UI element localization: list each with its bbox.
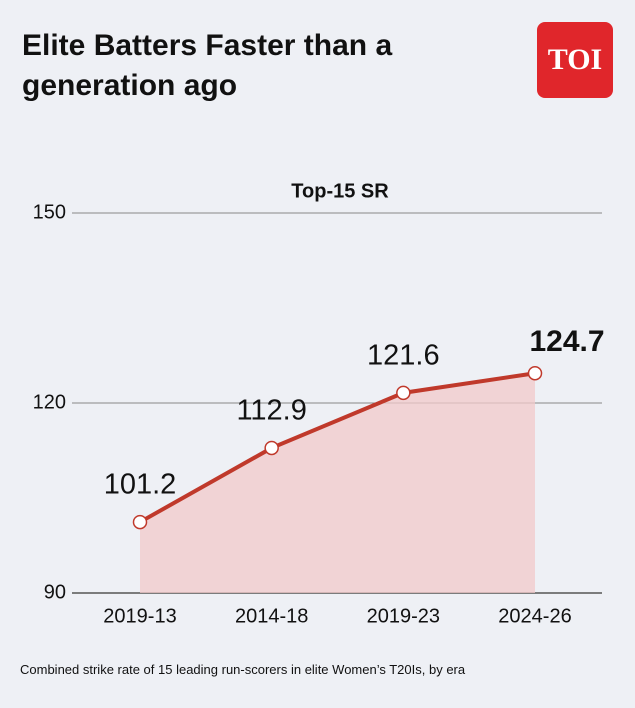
x-tick-label: 2019-23 xyxy=(367,605,440,627)
chart-title: Elite Batters Faster than a generation a… xyxy=(22,29,393,102)
area xyxy=(140,373,535,593)
point xyxy=(527,365,543,381)
y-tick-label: 90 xyxy=(44,581,66,603)
point xyxy=(264,440,279,456)
caption: Combined strike rate of 15 leading run-s… xyxy=(20,662,466,677)
logo: TOI xyxy=(537,22,613,98)
data-label: 124.7 xyxy=(529,325,604,358)
y-tick-label: 120 xyxy=(33,391,66,413)
chart: Top-15 SR 90 120 150 2019-13 2014-18 2019-23 2… xyxy=(33,180,605,627)
x-tick-label: 2019-13 xyxy=(103,605,176,627)
point xyxy=(396,385,411,401)
x-tick-label: 2024-26 xyxy=(498,605,571,627)
chart-subtitle: Top-15 SR xyxy=(291,180,389,202)
x-tick-label: 2014-18 xyxy=(235,605,308,627)
data-label: 101.2 xyxy=(104,469,177,501)
y-tick-label: 150 xyxy=(33,201,66,223)
line xyxy=(139,371,536,524)
point xyxy=(132,514,148,530)
data-label: 121.6 xyxy=(367,340,440,372)
data-label: 112.9 xyxy=(236,395,306,427)
